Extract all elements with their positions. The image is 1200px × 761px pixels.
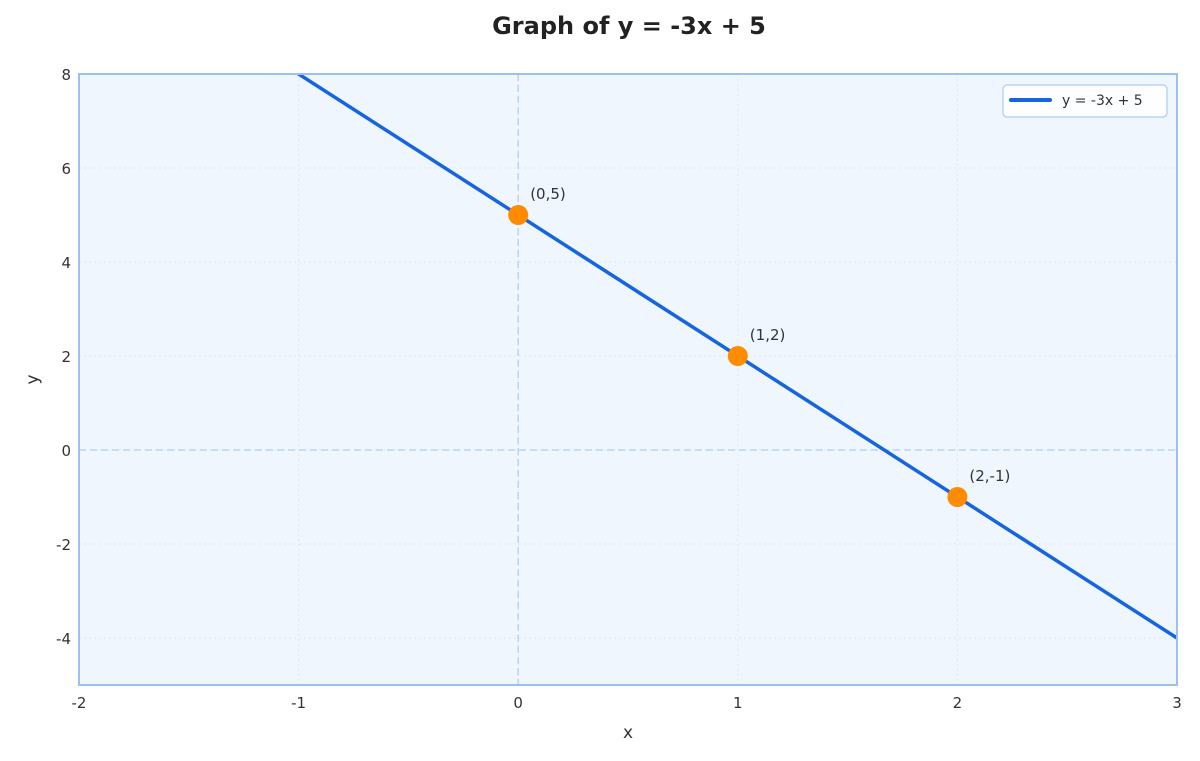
data-point: [947, 487, 968, 507]
x-tick-label: 2: [953, 694, 963, 712]
plot-frame: [78, 73, 1178, 686]
y-tick-label: -2: [56, 536, 71, 554]
point-annotation: (2,-1): [969, 467, 1010, 485]
y-tick-label: 0: [61, 442, 71, 460]
x-tick-label: -1: [291, 694, 306, 712]
y-tick-label: -4: [56, 630, 71, 648]
y-tick-label: 4: [61, 254, 71, 272]
data-point: [727, 346, 748, 366]
y-tick-label: 8: [61, 66, 71, 84]
plot-area: [79, 74, 1177, 685]
data-point: [508, 205, 529, 225]
x-tick-label: -2: [72, 694, 87, 712]
x-tick-label: 1: [733, 694, 743, 712]
y-tick-label: 6: [61, 160, 71, 178]
x-axis-label: x: [623, 723, 633, 743]
y-axis-label: y: [23, 374, 43, 384]
point-annotation: (0,5): [530, 185, 566, 203]
y-tick-label: 2: [61, 348, 71, 366]
legend-label: y = -3x + 5: [1062, 93, 1143, 109]
x-tick-label: 0: [513, 694, 523, 712]
point-annotation: (1,2): [750, 326, 786, 344]
x-tick-label: 3: [1172, 694, 1182, 712]
chart-title: Graph of y = -3x + 5: [492, 12, 766, 40]
legend-box: [1002, 84, 1168, 118]
line-series: [295, 74, 1177, 640]
